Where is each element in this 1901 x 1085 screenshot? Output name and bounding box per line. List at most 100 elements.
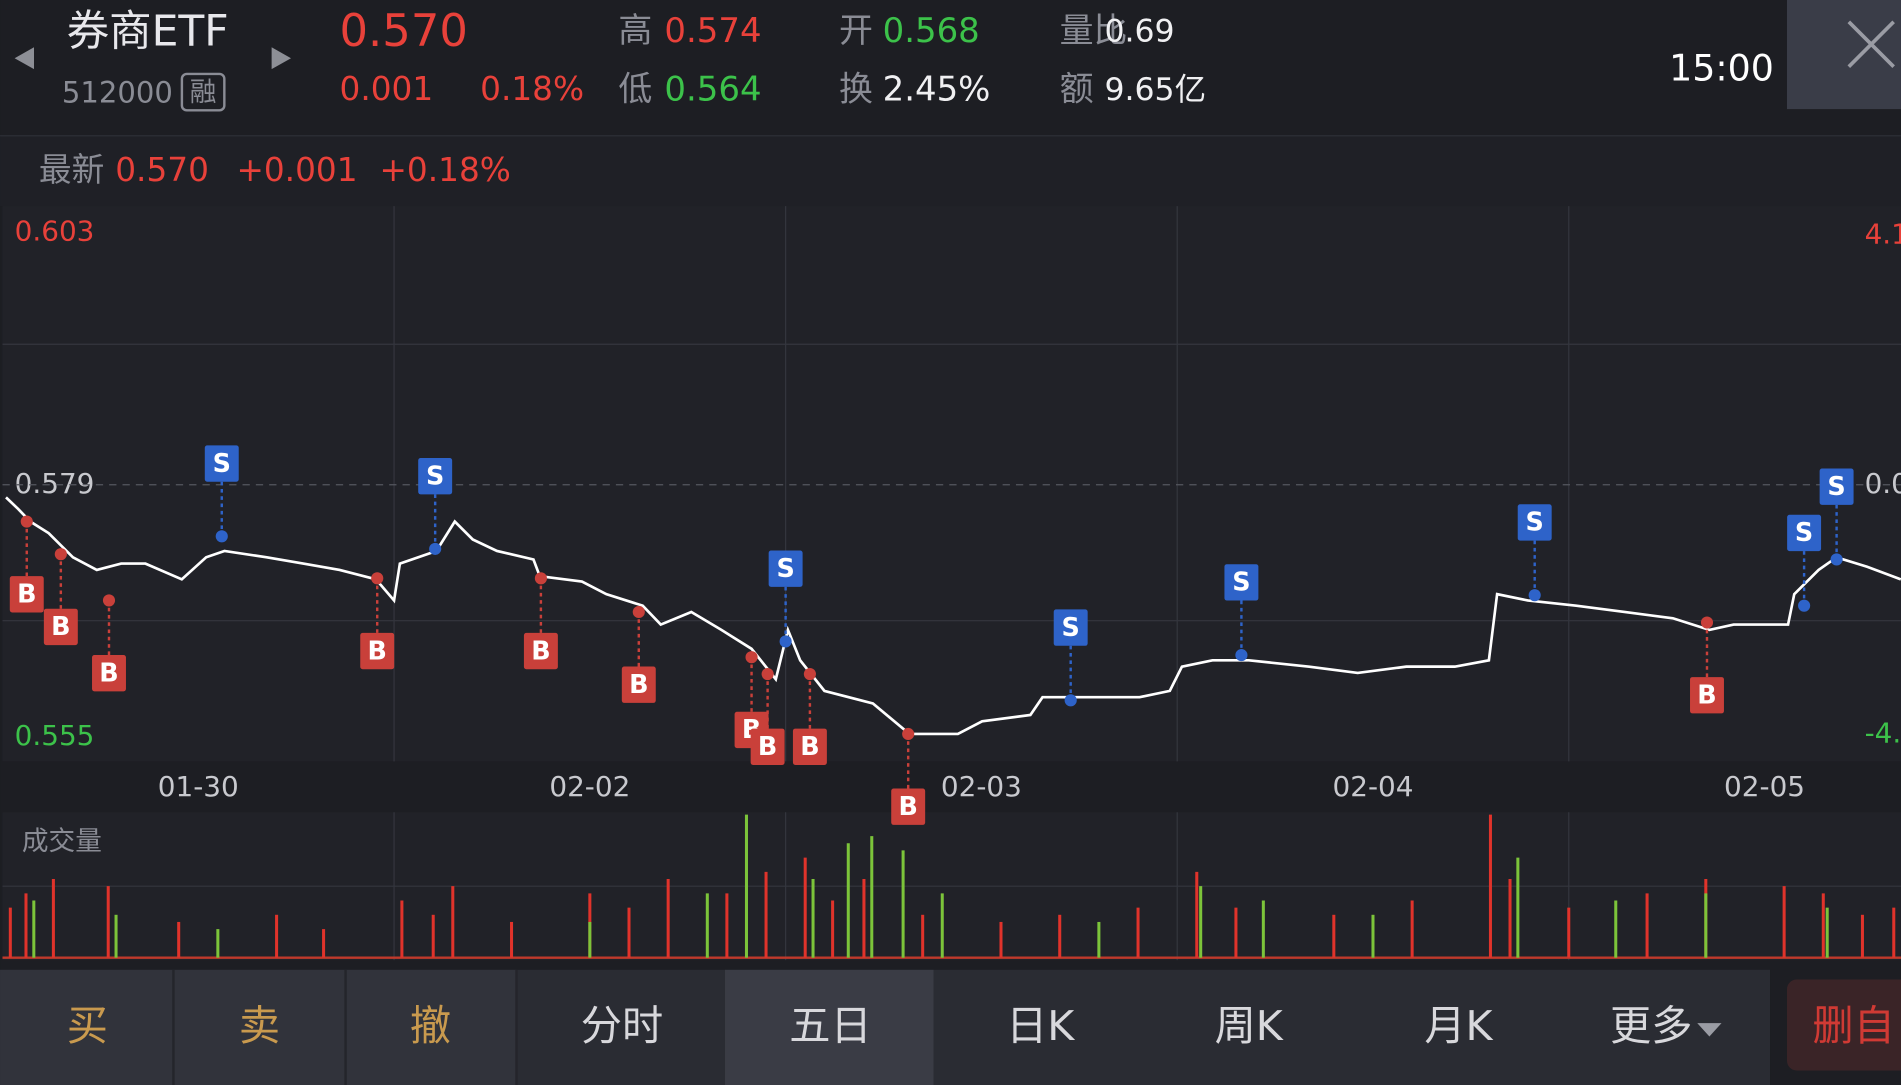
marker-dot [632,605,645,619]
marker-box [750,728,785,765]
latest-label: 最新 [39,151,104,189]
marker-dot [1700,616,1714,629]
stat-label: 开 [839,11,873,51]
next-arrow[interactable] [271,47,292,70]
marker-dot [1830,553,1843,566]
marker-dot [803,667,816,681]
marker-box [1819,468,1854,505]
latest-change-pct: +0.18% [380,151,511,189]
marker-dot [1528,589,1541,602]
trade-buttons [0,969,517,1085]
stat-value: 0.574 [664,11,761,51]
marker-box [43,608,78,646]
stat-value: 0.69 [1104,14,1174,50]
marker-label: B [368,636,387,666]
stat-value: 2.45% [883,69,991,109]
toolbar-button[interactable]: 买 [67,1002,108,1050]
y-tick-label: 0.555 [15,719,95,752]
marker-dot [429,542,442,555]
stat-label: 高 [618,11,652,51]
security-code: 512000 [62,76,173,110]
stat-label: 换 [839,69,873,109]
watchlist-button[interactable] [1786,979,1901,1071]
margin-tag-box [180,72,226,112]
marker-box [621,666,656,703]
marker-dot [779,635,792,648]
marker-label: S [1232,568,1250,598]
toolbar-button[interactable]: 月K [1424,1002,1493,1050]
marker-box [792,728,827,765]
marker-box [204,445,239,482]
toolbar-button[interactable]: 日K [1006,1002,1075,1050]
latest-change: +0.001 [236,151,357,189]
x-tick-label: 01-30 [158,770,239,803]
marker-label: B [51,612,70,642]
marker-label: B [800,732,819,762]
marker-label: B [758,732,777,762]
toolbar-button[interactable]: 撤 [410,1002,451,1050]
dropdown-icon [1697,1023,1722,1037]
toolbar-button[interactable]: 卖 [239,1002,280,1050]
toolbar-button[interactable]: 删自 [1812,1002,1894,1050]
toolbar-button[interactable]: 五日 [789,1002,871,1050]
time: 15:00 [1669,46,1774,89]
marker-dot [761,667,774,681]
y2-tick-label: 4.1 [1865,217,1901,250]
marker-dot [902,727,915,741]
stat-label: 低 [618,69,652,109]
marker-label: S [1062,613,1080,643]
latest-bar [0,135,1901,207]
marker-dot [1064,694,1077,707]
marker-label: B [629,670,648,700]
marker-box [768,550,803,587]
prev-arrow[interactable] [14,47,35,70]
stat-value: 0.564 [664,69,761,109]
marker-label: S [1827,472,1845,502]
marker-label: B [531,636,550,666]
stat-label: 额 [1060,69,1094,109]
latest-price: 0.570 [115,151,209,189]
marker-label: S [426,461,444,491]
marker-dot [54,548,67,561]
y2-tick-label: -4.1 [1865,717,1901,750]
marker-dot [1798,599,1811,612]
marker-box [1053,609,1088,646]
marker-label: B [99,658,118,688]
marker-dot [745,651,758,664]
marker-dot [215,530,228,543]
marker-box [523,632,558,670]
margin-tag: 融 [190,77,217,108]
x-tick-label: 02-04 [1332,770,1413,803]
marker-label: B [1697,680,1716,710]
close-icon [1847,20,1895,68]
marker-label: B [898,792,917,822]
toolbar-button[interactable]: 周K [1215,1002,1284,1050]
marker-box [1517,504,1552,541]
marker-dot [20,515,33,528]
marker-box [1787,514,1822,552]
x-tick-label: 02-05 [1724,770,1805,803]
marker-dot [371,572,384,585]
change: 0.001 [340,70,434,108]
marker-box [891,788,926,825]
marker-box [1690,677,1724,714]
change-pct: 0.18% [480,70,584,108]
marker-dot [534,572,547,585]
toolbar-button[interactable]: 更多 [1610,1002,1692,1050]
volume-title: 成交量 [22,826,102,857]
marker-box [92,654,126,692]
x-tick-label: 02-02 [549,770,630,803]
stat-value: 9.65亿 [1104,72,1206,108]
y2-tick-label: 0.0 [1865,467,1901,500]
toolbar-button[interactable]: 分时 [581,1002,663,1050]
marker-dot [1235,649,1248,662]
selected-tab [725,969,934,1085]
chart-layer: 0.603 0.579 0.555 4.1 0.0 -4.1 01-30 02-02 02-03… [2,206,1901,1050]
marker-dot [102,594,116,607]
security-name: 券商ETF [67,7,229,56]
y-tick-label: 0.579 [15,467,95,500]
marker-box [360,632,395,670]
marker-box [418,457,453,495]
x-tick-label: 02-03 [941,770,1022,803]
